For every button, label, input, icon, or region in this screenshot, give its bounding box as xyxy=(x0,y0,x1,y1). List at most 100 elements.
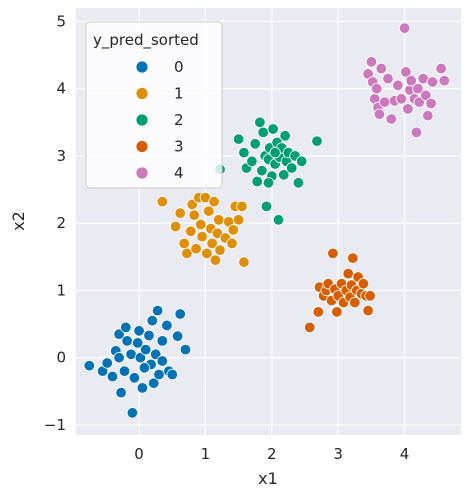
data-point-cluster-3 xyxy=(347,252,359,264)
data-point-cluster-3 xyxy=(342,267,354,280)
data-point-cluster-3 xyxy=(312,306,325,318)
data-point-cluster-4 xyxy=(412,82,424,95)
data-point-cluster-1 xyxy=(203,205,215,217)
data-point-cluster-0 xyxy=(166,368,179,381)
data-point-cluster-0 xyxy=(126,407,139,419)
data-point-cluster-0 xyxy=(161,319,173,332)
data-point-cluster-4 xyxy=(410,126,423,139)
data-point-cluster-0 xyxy=(153,368,165,381)
data-point-cluster-1 xyxy=(232,214,245,226)
legend-marker xyxy=(135,140,149,153)
data-point-cluster-4 xyxy=(395,93,408,105)
data-point-cluster-0 xyxy=(143,329,155,342)
y-tick-label: 2 xyxy=(56,214,66,232)
data-point-cluster-0 xyxy=(113,352,125,364)
x-axis-ticks: 0 1 2 3 4 xyxy=(134,445,409,463)
data-point-cluster-1 xyxy=(196,230,208,243)
x-tick-label: 3 xyxy=(333,445,343,463)
data-point-cluster-3 xyxy=(304,321,316,334)
data-point-cluster-4 xyxy=(373,108,386,120)
data-point-cluster-2 xyxy=(279,130,291,142)
data-point-cluster-4 xyxy=(371,82,383,95)
data-point-cluster-1 xyxy=(227,224,240,236)
data-point-cluster-2 xyxy=(269,146,281,159)
data-point-cluster-0 xyxy=(106,370,119,383)
x-axis-title: x1 xyxy=(258,469,278,488)
data-point-cluster-2 xyxy=(296,155,308,168)
data-point-cluster-3 xyxy=(364,290,376,302)
data-point-cluster-4 xyxy=(422,109,434,122)
data-point-cluster-4 xyxy=(365,56,378,68)
data-point-cluster-2 xyxy=(267,123,279,135)
data-point-cluster-4 xyxy=(420,89,432,102)
data-point-cluster-2 xyxy=(278,169,290,181)
data-point-cluster-0 xyxy=(174,308,186,320)
data-point-cluster-0 xyxy=(113,328,125,340)
data-point-cluster-2 xyxy=(238,146,250,159)
data-point-cluster-1 xyxy=(181,247,193,260)
data-point-cluster-4 xyxy=(426,76,439,88)
data-point-cluster-0 xyxy=(83,360,96,372)
data-point-cluster-3 xyxy=(362,304,374,317)
data-point-cluster-1 xyxy=(212,214,225,226)
x-tick-label: 1 xyxy=(201,445,211,463)
legend-box xyxy=(85,21,223,189)
data-point-cluster-1 xyxy=(209,254,222,266)
data-point-cluster-0 xyxy=(171,330,184,342)
data-point-cluster-0 xyxy=(134,352,147,364)
data-point-cluster-2 xyxy=(286,162,298,174)
data-point-cluster-2 xyxy=(256,164,268,177)
legend-label: 2 xyxy=(174,111,184,129)
data-point-cluster-2 xyxy=(257,126,269,139)
data-point-cluster-4 xyxy=(425,97,437,110)
data-point-cluster-3 xyxy=(357,278,370,290)
data-point-cluster-4 xyxy=(385,113,398,125)
data-point-cluster-2 xyxy=(246,155,258,168)
data-point-cluster-0 xyxy=(131,337,144,349)
legend-title: y_pred_sorted xyxy=(93,31,199,50)
data-point-cluster-2 xyxy=(249,138,261,150)
data-point-cluster-1 xyxy=(185,225,197,238)
data-point-cluster-1 xyxy=(186,198,198,211)
y-tick-label: 3 xyxy=(56,147,66,165)
data-point-cluster-0 xyxy=(147,377,160,389)
data-point-cluster-1 xyxy=(195,218,207,231)
legend-marker xyxy=(135,60,149,74)
data-point-cluster-0 xyxy=(118,365,131,377)
data-point-cluster-0 xyxy=(101,357,113,369)
x-tick-label: 0 xyxy=(134,445,144,463)
data-point-cluster-1 xyxy=(201,247,213,260)
data-point-cluster-2 xyxy=(311,135,323,147)
data-point-cluster-0 xyxy=(138,362,151,374)
legend-label: 1 xyxy=(174,85,184,103)
data-point-cluster-4 xyxy=(382,72,394,85)
data-point-cluster-2 xyxy=(232,133,245,145)
y-tick-label: 5 xyxy=(56,12,66,30)
data-point-cluster-4 xyxy=(379,96,391,108)
data-point-cluster-1 xyxy=(174,207,186,219)
data-point-cluster-0 xyxy=(156,355,169,367)
legend-label: 0 xyxy=(174,58,184,76)
data-point-cluster-1 xyxy=(236,200,248,213)
x-tick-label: 2 xyxy=(267,445,277,463)
legend-marker xyxy=(135,113,149,127)
y-tick-label: −1 xyxy=(44,416,66,434)
legend: y_pred_sorted 0 1 2 3 4 xyxy=(85,21,223,189)
data-point-cluster-1 xyxy=(238,256,250,268)
x-tick-label: 4 xyxy=(400,445,410,463)
data-point-cluster-4 xyxy=(398,22,411,34)
y-tick-label: 4 xyxy=(56,80,66,98)
data-point-cluster-4 xyxy=(405,74,417,87)
data-point-cluster-0 xyxy=(120,321,132,334)
legend-label: 4 xyxy=(174,164,184,182)
data-point-cluster-2 xyxy=(292,177,305,189)
data-point-cluster-4 xyxy=(402,103,414,115)
data-point-cluster-0 xyxy=(139,343,152,356)
y-axis-title: x2 xyxy=(9,211,28,231)
data-point-cluster-4 xyxy=(392,79,404,92)
data-point-cluster-4 xyxy=(435,62,447,75)
data-point-cluster-1 xyxy=(156,195,169,208)
data-point-cluster-3 xyxy=(349,296,361,309)
data-point-cluster-1 xyxy=(214,244,226,256)
